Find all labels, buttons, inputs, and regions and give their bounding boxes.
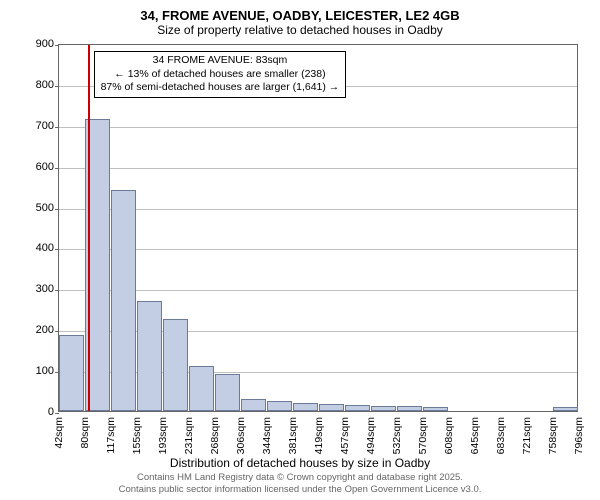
annotation-line: ← 13% of detached houses are smaller (23…: [101, 68, 340, 82]
plot-area: 42sqm80sqm117sqm155sqm193sqm231sqm268sqm…: [58, 44, 578, 412]
y-tick-label: 500: [14, 202, 54, 214]
y-tick-label: 700: [14, 120, 54, 132]
reference-line: [88, 45, 90, 411]
histogram-bar: [267, 401, 292, 411]
histogram-bar: [163, 319, 188, 411]
histogram-bar: [345, 405, 370, 411]
x-tick-label: 231sqm: [183, 417, 195, 454]
x-tick-label: 457sqm: [339, 417, 351, 454]
annotation-line: 87% of semi-detached houses are larger (…: [101, 81, 340, 95]
annotation-box: 34 FROME AVENUE: 83sqm← 13% of detached …: [94, 51, 347, 98]
x-tick-label: 344sqm: [261, 417, 273, 454]
y-tick-label: 600: [14, 161, 54, 173]
histogram-bar: [215, 374, 240, 411]
gridline: [59, 209, 577, 210]
x-tick-label: 758sqm: [547, 417, 559, 454]
y-tick-label: 900: [14, 38, 54, 50]
x-tick-label: 80sqm: [79, 417, 91, 449]
histogram-bar: [111, 190, 136, 411]
histogram-bar: [397, 406, 422, 411]
histogram-bar: [241, 399, 266, 411]
y-tick-label: 100: [14, 365, 54, 377]
x-tick-label: 306sqm: [235, 417, 247, 454]
x-tick-label: 268sqm: [209, 417, 221, 454]
title-line1: 34, FROME AVENUE, OADBY, LEICESTER, LE2 …: [0, 8, 600, 23]
x-tick-label: 42sqm: [53, 417, 65, 449]
histogram-bar: [423, 407, 448, 411]
x-tick-label: 796sqm: [573, 417, 585, 454]
histogram-bar: [189, 366, 214, 411]
chart-container: 34, FROME AVENUE, OADBY, LEICESTER, LE2 …: [0, 0, 600, 500]
x-tick-label: 381sqm: [287, 417, 299, 454]
title-line2: Size of property relative to detached ho…: [0, 23, 600, 37]
annotation-line: 34 FROME AVENUE: 83sqm: [101, 54, 340, 68]
histogram-bar: [137, 301, 162, 411]
y-tick-label: 800: [14, 79, 54, 91]
histogram-bar: [553, 407, 578, 411]
gridline: [59, 168, 577, 169]
histogram-bar: [59, 335, 84, 411]
x-tick-label: 721sqm: [521, 417, 533, 454]
x-tick-label: 117sqm: [105, 417, 117, 454]
x-tick-label: 532sqm: [391, 417, 403, 454]
footer-attribution: Contains HM Land Registry data © Crown c…: [0, 472, 600, 496]
gridline: [59, 290, 577, 291]
histogram-bar: [293, 403, 318, 411]
x-tick-label: 193sqm: [157, 417, 169, 454]
y-tick-label: 400: [14, 242, 54, 254]
x-tick-label: 570sqm: [417, 417, 429, 454]
y-tick-label: 300: [14, 283, 54, 295]
y-tick-label: 200: [14, 324, 54, 336]
y-tick-label: 0: [14, 406, 54, 418]
x-axis-label: Distribution of detached houses by size …: [0, 456, 600, 470]
footer-line1: Contains HM Land Registry data © Crown c…: [0, 472, 600, 484]
chart-title: 34, FROME AVENUE, OADBY, LEICESTER, LE2 …: [0, 0, 600, 37]
x-tick-label: 494sqm: [365, 417, 377, 454]
gridline: [59, 249, 577, 250]
x-tick-label: 419sqm: [313, 417, 325, 454]
histogram-bar: [319, 404, 344, 411]
gridline: [59, 127, 577, 128]
histogram-bar: [371, 406, 396, 411]
footer-line2: Contains public sector information licen…: [0, 484, 600, 496]
x-tick-label: 683sqm: [495, 417, 507, 454]
x-tick-label: 645sqm: [469, 417, 481, 454]
x-tick-label: 155sqm: [131, 417, 143, 454]
x-tick-label: 608sqm: [443, 417, 455, 454]
